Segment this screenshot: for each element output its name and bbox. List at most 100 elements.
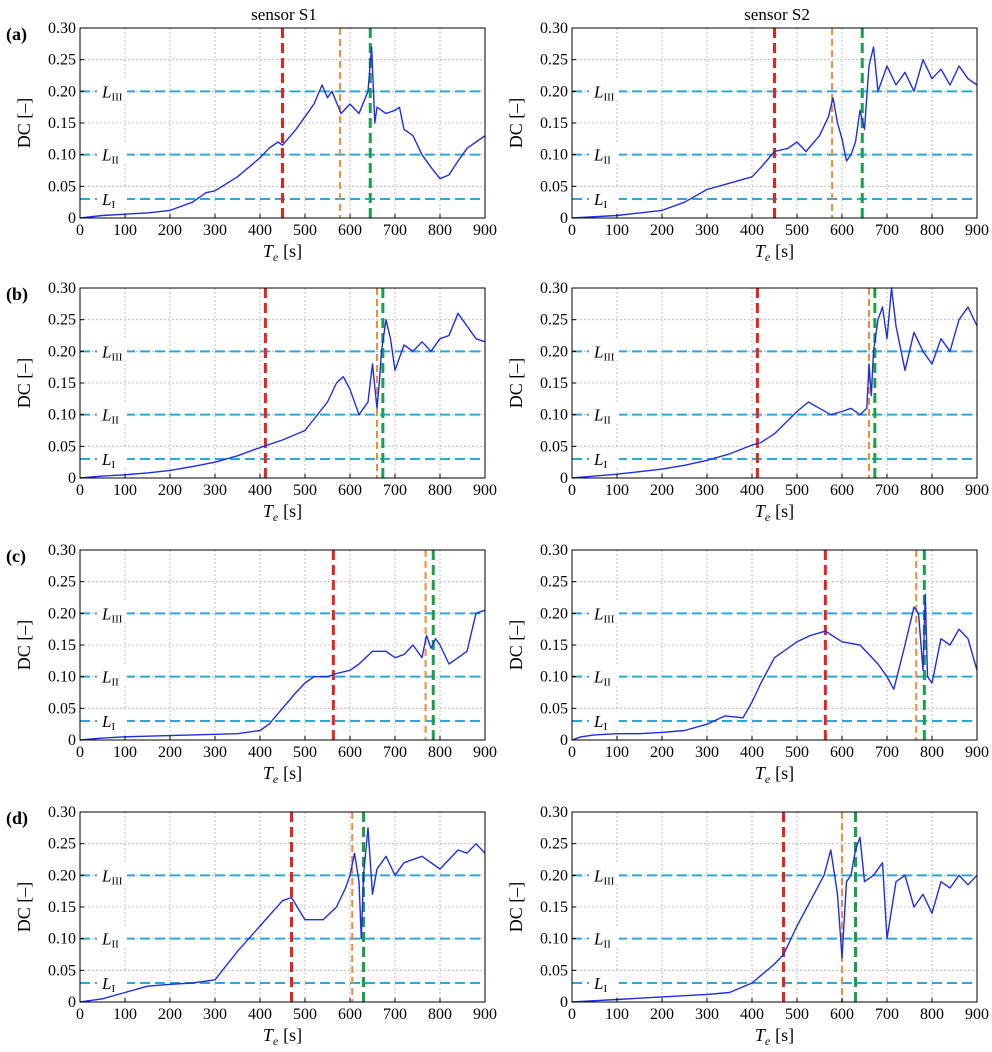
threshold-label-sub: I <box>603 459 607 471</box>
threshold-label-sub: III <box>603 613 614 625</box>
x-tick-label: 100 <box>605 482 629 499</box>
x-tick-label: 800 <box>428 482 452 499</box>
threshold-label-sub: I <box>603 199 607 211</box>
x-axis-label: Te [s] <box>263 241 302 264</box>
threshold-label-name: L <box>101 712 111 731</box>
y-axis-label: DC [–] <box>14 620 34 671</box>
x-tick-label: 100 <box>113 222 137 239</box>
x-axis-label-unit: [s] <box>283 763 302 783</box>
x-tick-label: 100 <box>605 222 629 239</box>
y-tick-label: 0.25 <box>540 836 568 853</box>
x-tick-label: 400 <box>248 1006 272 1023</box>
data-series-line <box>79 827 486 1003</box>
panel-row-label: (d) <box>6 808 28 829</box>
x-tick-label: 200 <box>650 744 674 761</box>
y-axis-label: DC [–] <box>14 358 34 409</box>
panel-row-label: (a) <box>6 24 27 45</box>
x-axis-label-main: T <box>755 1025 767 1045</box>
threshold-label-bg <box>589 710 619 730</box>
threshold-label-name: L <box>593 866 603 885</box>
threshold-label-name: L <box>101 146 111 165</box>
data-series-line <box>571 593 978 741</box>
data-series-line <box>79 609 486 741</box>
x-axis-label-unit: [s] <box>775 1025 794 1045</box>
threshold-label-name: L <box>101 974 111 993</box>
x-tick-label: 0 <box>76 1006 84 1023</box>
threshold-label-bg <box>97 864 127 885</box>
y-tick-label: 0.15 <box>540 637 568 654</box>
y-tick-label: 0.15 <box>48 115 76 132</box>
threshold-label-name: L <box>101 190 111 209</box>
threshold-label-bg <box>589 927 619 948</box>
x-axis-label-sub: e <box>273 1034 279 1048</box>
x-axis-label-sub: e <box>765 1034 771 1048</box>
threshold-label: LI <box>593 712 607 733</box>
y-tick-label: 0.25 <box>48 312 76 329</box>
threshold-label: LIII <box>593 82 615 103</box>
x-axis-label-main: T <box>263 1025 275 1045</box>
x-tick-label: 700 <box>875 482 899 499</box>
y-tick-label: 0.15 <box>48 375 76 392</box>
threshold-label: LII <box>101 146 119 167</box>
x-tick-label: 400 <box>248 744 272 761</box>
x-tick-label: 400 <box>740 222 764 239</box>
y-tick-label: 0.10 <box>540 669 568 686</box>
threshold-label-name: L <box>593 406 603 425</box>
x-axis-label-sub: e <box>765 510 771 524</box>
x-tick-label: 900 <box>965 222 989 239</box>
x-tick-label: 700 <box>383 1006 407 1023</box>
y-tick-label: 0 <box>560 732 568 749</box>
y-tick-label: 0.20 <box>48 83 76 100</box>
x-tick-label: 200 <box>158 744 182 761</box>
threshold-label-bg <box>97 188 127 208</box>
x-tick-label: 400 <box>248 222 272 239</box>
x-tick-label: 900 <box>965 482 989 499</box>
y-tick-label: 0.05 <box>48 438 76 455</box>
threshold-label-bg <box>97 665 127 686</box>
x-tick-label: 500 <box>785 1006 809 1023</box>
y-tick-label: 0.30 <box>48 20 76 37</box>
threshold-label-sub: III <box>111 351 122 363</box>
threshold-label-sub: II <box>111 939 119 951</box>
x-axis-label-sub: e <box>273 772 279 786</box>
threshold-label: LIII <box>101 82 123 103</box>
x-tick-label: 300 <box>695 744 719 761</box>
x-tick-label: 700 <box>383 482 407 499</box>
x-axis-label-sub: e <box>765 772 771 786</box>
x-tick-label: 100 <box>605 744 629 761</box>
threshold-label-name: L <box>593 974 603 993</box>
threshold-label-bg <box>589 602 619 623</box>
threshold-label-name: L <box>593 82 603 101</box>
x-tick-label: 600 <box>830 744 854 761</box>
x-tick-label: 700 <box>875 1006 899 1023</box>
x-axis-label-sub: e <box>273 510 279 524</box>
x-tick-label: 0 <box>76 222 84 239</box>
y-tick-label: 0.30 <box>540 20 568 37</box>
x-axis-label-unit: [s] <box>775 501 794 521</box>
threshold-label: LII <box>101 930 119 951</box>
y-tick-label: 0.20 <box>540 83 568 100</box>
threshold-label-name: L <box>101 406 111 425</box>
y-tick-label: 0.05 <box>48 178 76 195</box>
threshold-label-name: L <box>101 866 111 885</box>
threshold-label-name: L <box>593 668 603 687</box>
threshold-label-sub: I <box>111 459 115 471</box>
data-series-line <box>571 287 978 479</box>
y-tick-label: 0.20 <box>48 343 76 360</box>
y-tick-label: 0.05 <box>540 178 568 195</box>
threshold-label-bg <box>589 972 619 992</box>
threshold-label-sub: I <box>111 721 115 733</box>
x-tick-label: 200 <box>158 482 182 499</box>
y-axis-label: DC [–] <box>14 882 34 933</box>
threshold-label-bg <box>97 448 127 468</box>
threshold-label-sub: II <box>603 415 611 427</box>
y-tick-label: 0 <box>560 994 568 1011</box>
threshold-label-sub: II <box>603 155 611 167</box>
threshold-label-bg <box>97 340 127 361</box>
y-tick-label: 0.05 <box>540 700 568 717</box>
y-tick-label: 0.25 <box>540 312 568 329</box>
